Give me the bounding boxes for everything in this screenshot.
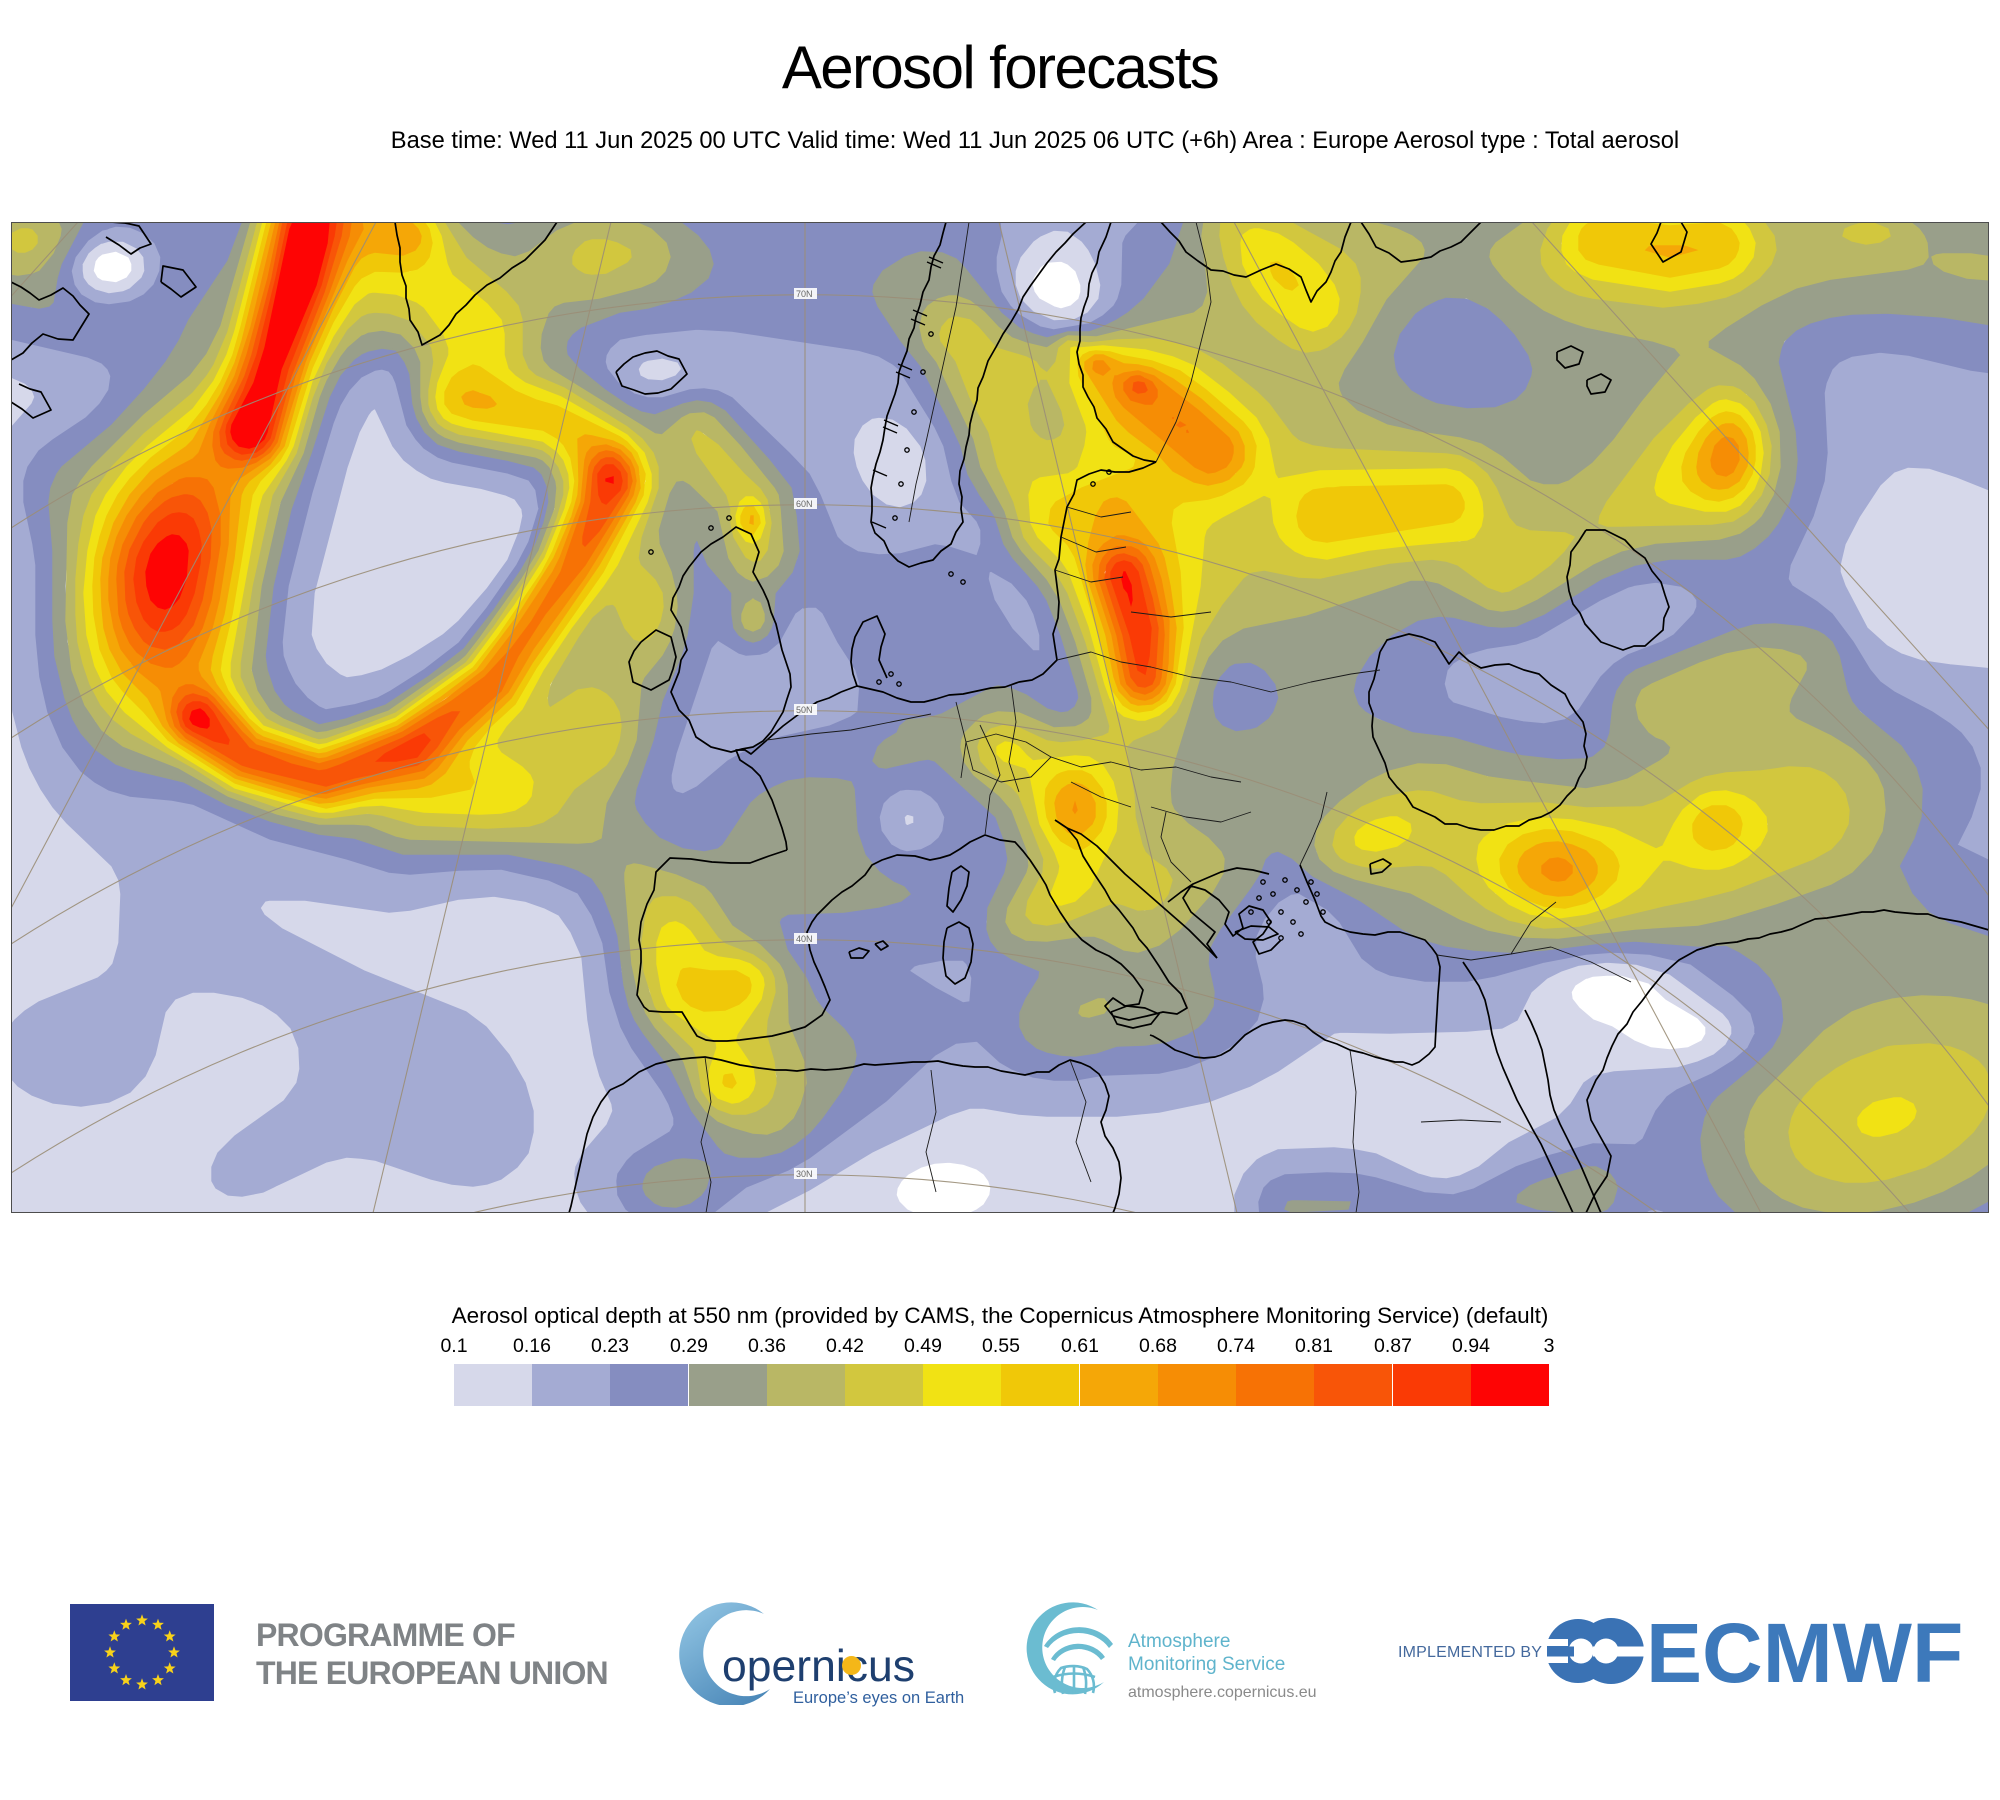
svg-text:40N: 40N xyxy=(796,934,813,944)
svg-text:60N: 60N xyxy=(796,499,813,509)
svg-text:50N: 50N xyxy=(796,705,813,715)
svg-text:30N: 30N xyxy=(796,1169,813,1179)
svg-text:70N: 70N xyxy=(796,289,813,299)
